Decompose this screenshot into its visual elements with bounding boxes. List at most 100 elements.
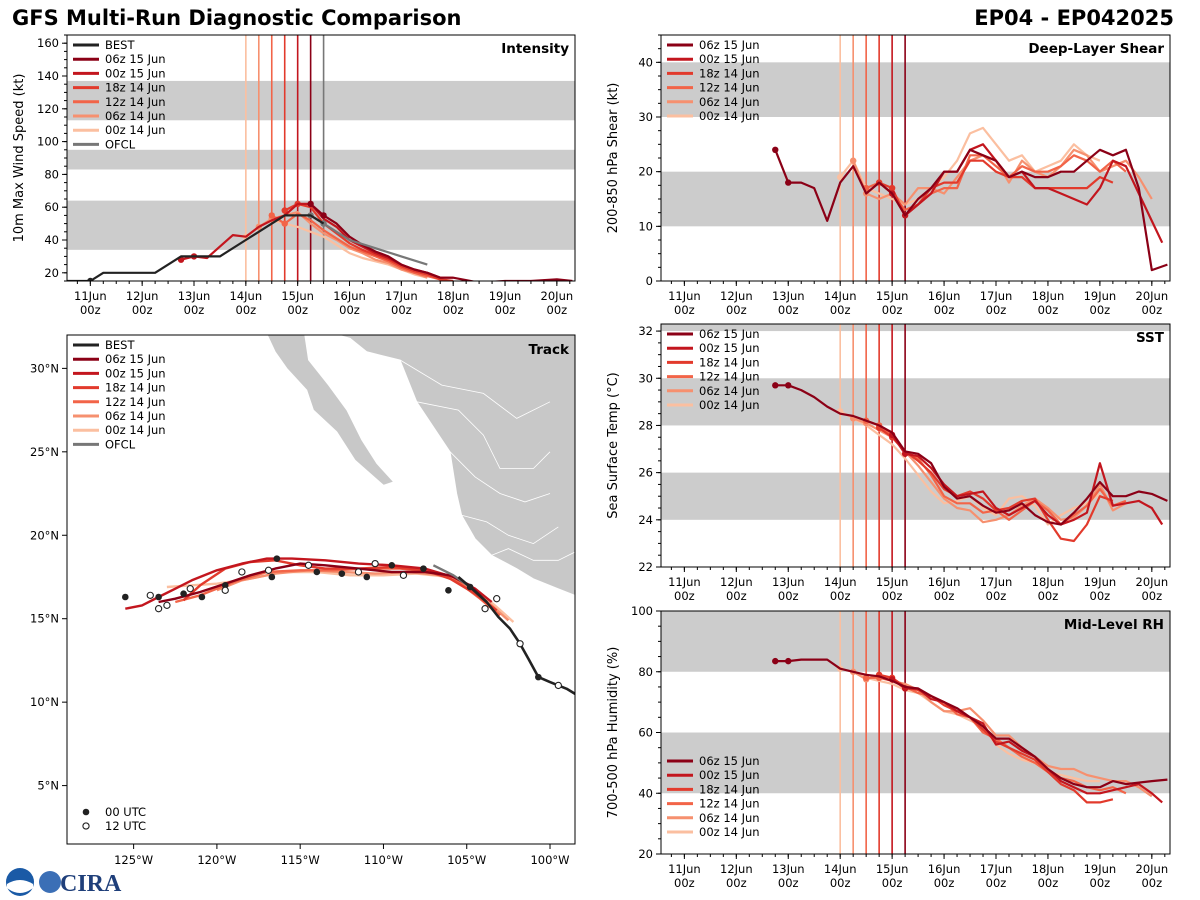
track-legend-label: 00z 15 Jun	[105, 366, 166, 380]
track-ytick-label: 5°N	[37, 779, 59, 793]
track-xtick-label: 110°W	[364, 853, 403, 867]
sst-ytick-label: 30	[638, 371, 653, 385]
intensity-ytick-label: 100	[37, 135, 59, 149]
track-state-border	[416, 401, 551, 469]
track-marker-12utc	[264, 566, 273, 574]
track-marker-12utc	[146, 591, 154, 599]
sst-xtick-label-hour: 00z	[674, 589, 695, 603]
track-marker-12utc	[238, 568, 246, 576]
intensity-ytick-label: 20	[44, 266, 59, 280]
sst-legend-label: 00z 15 Jun	[699, 341, 760, 355]
track-marker-00utc	[273, 555, 281, 562]
rh-legend-label: 00z 14 Jun	[699, 825, 760, 839]
track-marker-12utc	[481, 605, 489, 613]
intensity-xtick-label-day: 12Jun	[126, 289, 159, 303]
noaa-cira-logo: CIRA	[6, 868, 122, 897]
sst-xtick-label-day: 17Jun	[980, 575, 1013, 589]
shear-xtick-label-day: 18Jun	[1032, 289, 1065, 303]
track-state-border	[461, 514, 559, 545]
shear-plot-area	[661, 35, 1170, 281]
shear-ylabel: 200-850 hPa Shear (kt)	[606, 83, 621, 234]
track-xtick-label: 100°W	[530, 853, 569, 867]
intensity-xtick-label-hour: 00z	[236, 303, 257, 317]
intensity-xtick-label-hour: 00z	[184, 303, 205, 317]
shear-xtick-label-day: 16Jun	[928, 289, 961, 303]
shear-title: Deep-Layer Shear	[1028, 41, 1164, 57]
intensity-ytick-label: 40	[44, 233, 59, 247]
track-marker-12utc	[154, 605, 163, 613]
shear-series-point	[772, 146, 779, 153]
rh-band	[661, 732, 1170, 794]
shear-ytick-label: 40	[638, 55, 653, 69]
track-marker-12utc	[354, 568, 363, 576]
sst-xtick-label-hour: 00z	[882, 589, 903, 603]
shear-panel: 01020304011Jun00z12Jun00z13Jun00z14Jun00…	[606, 34, 1171, 317]
sst-series-point	[772, 382, 779, 389]
shear-series-line	[865, 154, 1127, 211]
intensity-xtick-label-hour: 00z	[339, 303, 360, 317]
shear-xtick-label-hour: 00z	[934, 303, 955, 317]
track-legend-label: 00z 14 Jun	[105, 423, 166, 437]
shear-series-point	[785, 179, 792, 186]
intensity-legend-label: 00z 14 Jun	[105, 123, 166, 137]
shear-xtick-label-hour: 00z	[674, 303, 695, 317]
rh-xtick-label-hour: 00z	[726, 876, 747, 890]
sst-xtick-label-day: 19Jun	[1084, 575, 1117, 589]
rh-panel: 2040608010011Jun00z12Jun00z13Jun00z14Jun…	[606, 604, 1171, 890]
sst-xtick-label-hour: 00z	[1090, 589, 1111, 603]
sst-xtick-label-day: 11Jun	[668, 575, 701, 589]
rh-xtick-label-day: 19Jun	[1084, 862, 1117, 876]
sst-xtick-label-hour: 00z	[1038, 589, 1059, 603]
rh-series-point	[862, 674, 870, 682]
sst-title: SST	[1136, 330, 1165, 346]
shear-series-line	[891, 143, 1164, 244]
rh-series-line	[852, 670, 1153, 798]
track-marker-00utc	[338, 570, 346, 577]
shear-series-point	[849, 157, 857, 164]
sst-band	[661, 378, 1170, 426]
shear-band	[661, 62, 1170, 117]
rh-xtick-label-day: 11Jun	[668, 862, 701, 876]
sst-frame	[660, 323, 1171, 568]
rh-ytick-label: 20	[638, 847, 653, 861]
rh-xtick-label-hour: 00z	[1141, 876, 1162, 890]
track-marker-12utc	[221, 586, 229, 594]
shear-series-point	[836, 173, 844, 181]
sst-legend-label: 18z 14 Jun	[699, 355, 760, 369]
sst-series-line	[878, 426, 1114, 543]
shear-legend-label: 06z 14 Jun	[699, 95, 760, 109]
rh-legend-label: 00z 15 Jun	[699, 768, 760, 782]
track-marker-legend-12utc-swatch	[82, 822, 90, 830]
rh-series-line	[878, 673, 1114, 804]
track-marker-00utc	[466, 583, 474, 591]
shear-xtick-label-day: 14Jun	[824, 289, 857, 303]
rh-legend-label: 12z 14 Jun	[699, 797, 760, 811]
intensity-ytick-label: 120	[37, 102, 59, 116]
track-ytick-label: 30°N	[30, 361, 59, 375]
rh-plot-area	[661, 611, 1170, 854]
track-marker-00utc	[535, 673, 542, 681]
noaa-wave-icon	[7, 880, 33, 893]
cira-globe-icon	[39, 871, 61, 893]
shear-ytick-label: 10	[638, 219, 653, 233]
intensity-panel: 2040608010012014016011Jun00z12Jun00z13Ju…	[12, 34, 576, 317]
sst-ylabel: Sea Surface Temp (°C)	[606, 372, 621, 519]
track-plot-area	[121, 335, 575, 696]
rh-xtick-label-hour: 00z	[882, 876, 903, 890]
sst-xtick-label-hour: 00z	[778, 589, 799, 603]
sst-series-line	[775, 384, 1168, 526]
intensity-legend-label: BEST	[105, 38, 135, 52]
shear-legend-label: 18z 14 Jun	[699, 66, 760, 80]
track-legend-label: 06z 14 Jun	[105, 409, 166, 423]
intensity-xtick-label-hour: 00z	[495, 303, 516, 317]
track-ytick-label: 25°N	[30, 445, 59, 459]
sst-ytick-label: 32	[638, 324, 653, 338]
sst-xtick-label-hour: 00z	[1141, 589, 1162, 603]
intensity-legend-label: 06z 14 Jun	[105, 109, 166, 123]
track-legend-label: BEST	[105, 338, 135, 352]
intensity-ytick-label: 60	[44, 200, 59, 214]
track-marker-legend-12utc: 12 UTC	[105, 819, 146, 833]
track-frame	[66, 334, 576, 845]
intensity-xtick-label-day: 13Jun	[178, 289, 211, 303]
track-marker-00utc	[180, 590, 187, 597]
